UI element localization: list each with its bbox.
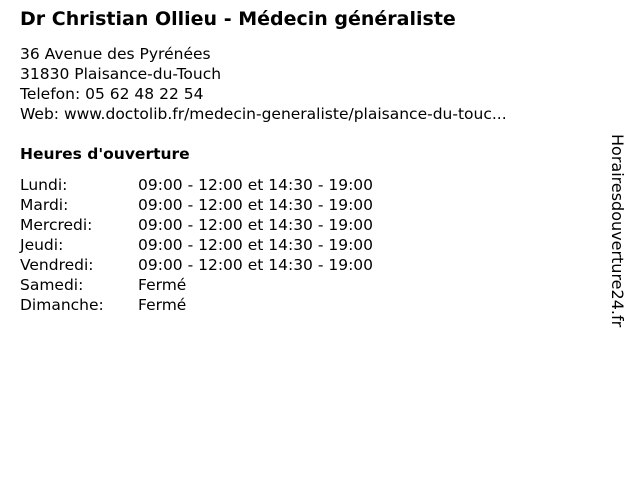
hours-row: Jeudi: 09:00 - 12:00 et 14:30 - 19:00 [20,235,373,255]
hours-table: Lundi: 09:00 - 12:00 et 14:30 - 19:00 Mar… [20,175,373,315]
day: Mardi: [20,196,69,214]
day: Vendredi: [20,256,94,274]
address-block: 36 Avenue des Pyrénées 31830 Plaisance-d… [20,44,507,124]
day: Samedi: [20,276,84,294]
time: 09:00 - 12:00 et 14:30 - 19:00 [138,236,374,254]
day: Dimanche: [20,296,104,314]
time: 09:00 - 12:00 et 14:30 - 19:00 [138,176,374,194]
website[interactable]: Web: www.doctolib.fr/medecin-generaliste… [20,105,507,123]
time: Fermé [138,276,187,294]
page-title: Dr Christian Ollieu - Médecin généralist… [20,8,456,30]
hours-row: Samedi: Fermé [20,275,373,295]
day: Jeudi: [20,236,64,254]
hours-row: Mardi: 09:00 - 12:00 et 14:30 - 19:00 [20,195,373,215]
time: 09:00 - 12:00 et 14:30 - 19:00 [138,196,374,214]
hours-row: Vendredi: 09:00 - 12:00 et 14:30 - 19:00 [20,255,373,275]
time: 09:00 - 12:00 et 14:30 - 19:00 [138,256,374,274]
phone: Telefon: 05 62 48 22 54 [20,85,204,103]
time: Fermé [138,296,187,314]
hours-heading: Heures d'ouverture [20,145,190,163]
site-watermark: Horairesdouverture24.fr [608,134,627,328]
time: 09:00 - 12:00 et 14:30 - 19:00 [138,216,374,234]
hours-row: Mercredi: 09:00 - 12:00 et 14:30 - 19:00 [20,215,373,235]
street: 36 Avenue des Pyrénées [20,45,211,63]
city: 31830 Plaisance-du-Touch [20,65,222,83]
hours-row: Dimanche: Fermé [20,295,373,315]
day: Lundi: [20,176,68,194]
hours-row: Lundi: 09:00 - 12:00 et 14:30 - 19:00 [20,175,373,195]
day: Mercredi: [20,216,93,234]
